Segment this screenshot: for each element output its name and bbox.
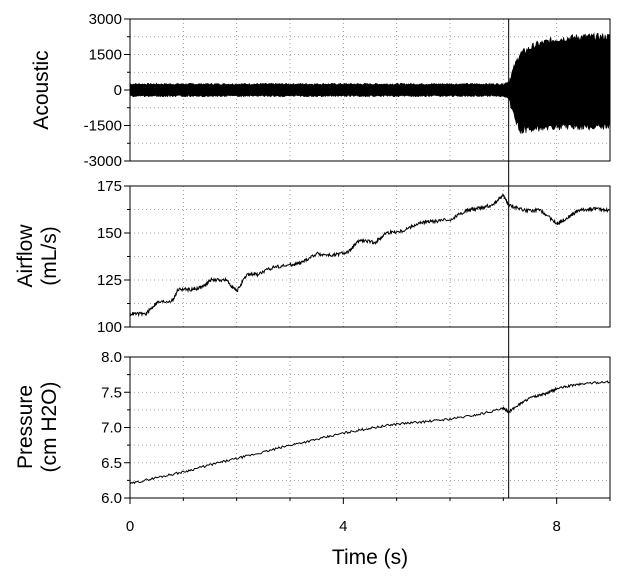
pressure-xtick-label: 8 — [552, 518, 560, 535]
acoustic-y-axis-label: Acoustic — [30, 50, 53, 129]
airflow-signal-line — [129, 193, 611, 318]
pressure-grid — [130, 357, 610, 498]
airflow-signal — [129, 193, 611, 318]
airflow-panel: 175 150 125 100 Airflow (mL/s) — [14, 178, 611, 336]
pressure-ytick-label: 6.5 — [101, 455, 122, 472]
pressure-xtick-labels: 0 4 8 — [126, 518, 561, 535]
pressure-y-axis-label-line1: Pressure — [14, 385, 37, 469]
pressure-ytick-labels: 8.0 7.5 7.0 6.5 6.0 — [101, 349, 122, 507]
acoustic-panel: 3000 1500 0 -1500 -3000 Acoustic — [30, 11, 611, 170]
airflow-y-axis-label-line1: Airflow — [14, 224, 37, 288]
pressure-ytick-label: 6.0 — [101, 490, 122, 507]
airflow-grid — [130, 186, 610, 327]
acoustic-yticks — [124, 18, 130, 162]
airflow-y-axis-label-line2: (mL/s) — [38, 226, 61, 286]
airflow-ytick-labels: 175 150 125 100 — [97, 178, 122, 336]
acoustic-signal — [129, 32, 611, 135]
airflow-ytick-label: 100 — [97, 319, 122, 336]
pressure-ytick-label: 7.5 — [101, 384, 122, 401]
acoustic-ytick-label: -3000 — [84, 153, 122, 170]
pressure-xtick-label: 4 — [339, 518, 347, 535]
pressure-panel: 8.0 7.5 7.0 6.5 6.0 0 4 8 Pressure (cm H… — [14, 349, 611, 569]
pressure-yticks — [124, 356, 611, 504]
acoustic-ytick-labels: 3000 1500 0 -1500 -3000 — [84, 11, 122, 170]
acoustic-ytick-label: 0 — [114, 82, 122, 99]
pressure-ytick-label: 7.0 — [101, 420, 122, 437]
pressure-signal — [129, 380, 611, 485]
airflow-ytick-label: 150 — [97, 225, 122, 242]
pressure-signal-line — [129, 380, 611, 485]
acoustic-ytick-label: 1500 — [89, 47, 122, 64]
pressure-xtick-label: 0 — [126, 518, 134, 535]
pressure-y-axis-label-line2: (cm H2O) — [38, 382, 61, 473]
airflow-ytick-label: 175 — [97, 178, 122, 195]
acoustic-ytick-label: -1500 — [84, 118, 122, 135]
airflow-yticks — [124, 185, 130, 328]
pressure-ytick-label: 8.0 — [101, 349, 122, 366]
x-axis-label: Time (s) — [332, 546, 408, 569]
acoustic-signal-band — [129, 32, 611, 135]
acoustic-ytick-label: 3000 — [89, 11, 122, 28]
airflow-ytick-label: 125 — [97, 272, 122, 289]
